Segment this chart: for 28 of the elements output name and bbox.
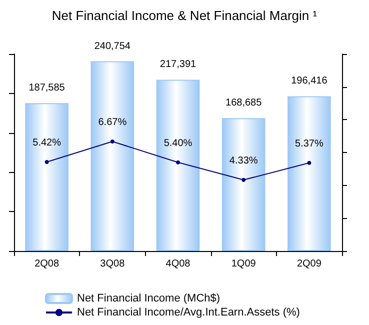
bar — [222, 118, 266, 251]
x-tick-label: 3Q08 — [100, 258, 126, 270]
chart-title: Net Financial Income & Net Financial Margin ¹ — [52, 8, 318, 23]
data-label: 217,391 — [160, 59, 197, 70]
x-tick-label: 1Q09 — [231, 258, 256, 270]
point — [242, 178, 246, 182]
bar — [288, 96, 331, 251]
data-label: 240,754 — [94, 40, 131, 52]
bar — [90, 61, 134, 251]
x-tick-label: 2Q09 — [296, 258, 322, 270]
bar — [156, 80, 200, 251]
legend-label: Net Financial Income/Avg.Int.Earn.Assets (%) — [77, 306, 300, 318]
data-label: 4.33% — [229, 155, 258, 166]
point — [110, 140, 114, 144]
point — [44, 160, 49, 164]
data-label: 168,685 — [226, 98, 262, 109]
data-label: 196,416 — [291, 76, 328, 87]
legend-label: Net Financial Income (MCh$) — [77, 292, 220, 304]
point — [307, 160, 312, 165]
data-label: 5.42% — [32, 138, 62, 149]
x-tick-label: 2Q08 — [34, 258, 60, 270]
bar — [25, 103, 68, 251]
data-label: 5.40% — [164, 138, 192, 149]
data-label: 187,585 — [28, 82, 66, 94]
point — [176, 160, 180, 164]
data-label: 5.37% — [295, 138, 324, 150]
data-label: 6.67% — [98, 117, 127, 128]
x-tick-label: 4Q08 — [166, 258, 191, 270]
